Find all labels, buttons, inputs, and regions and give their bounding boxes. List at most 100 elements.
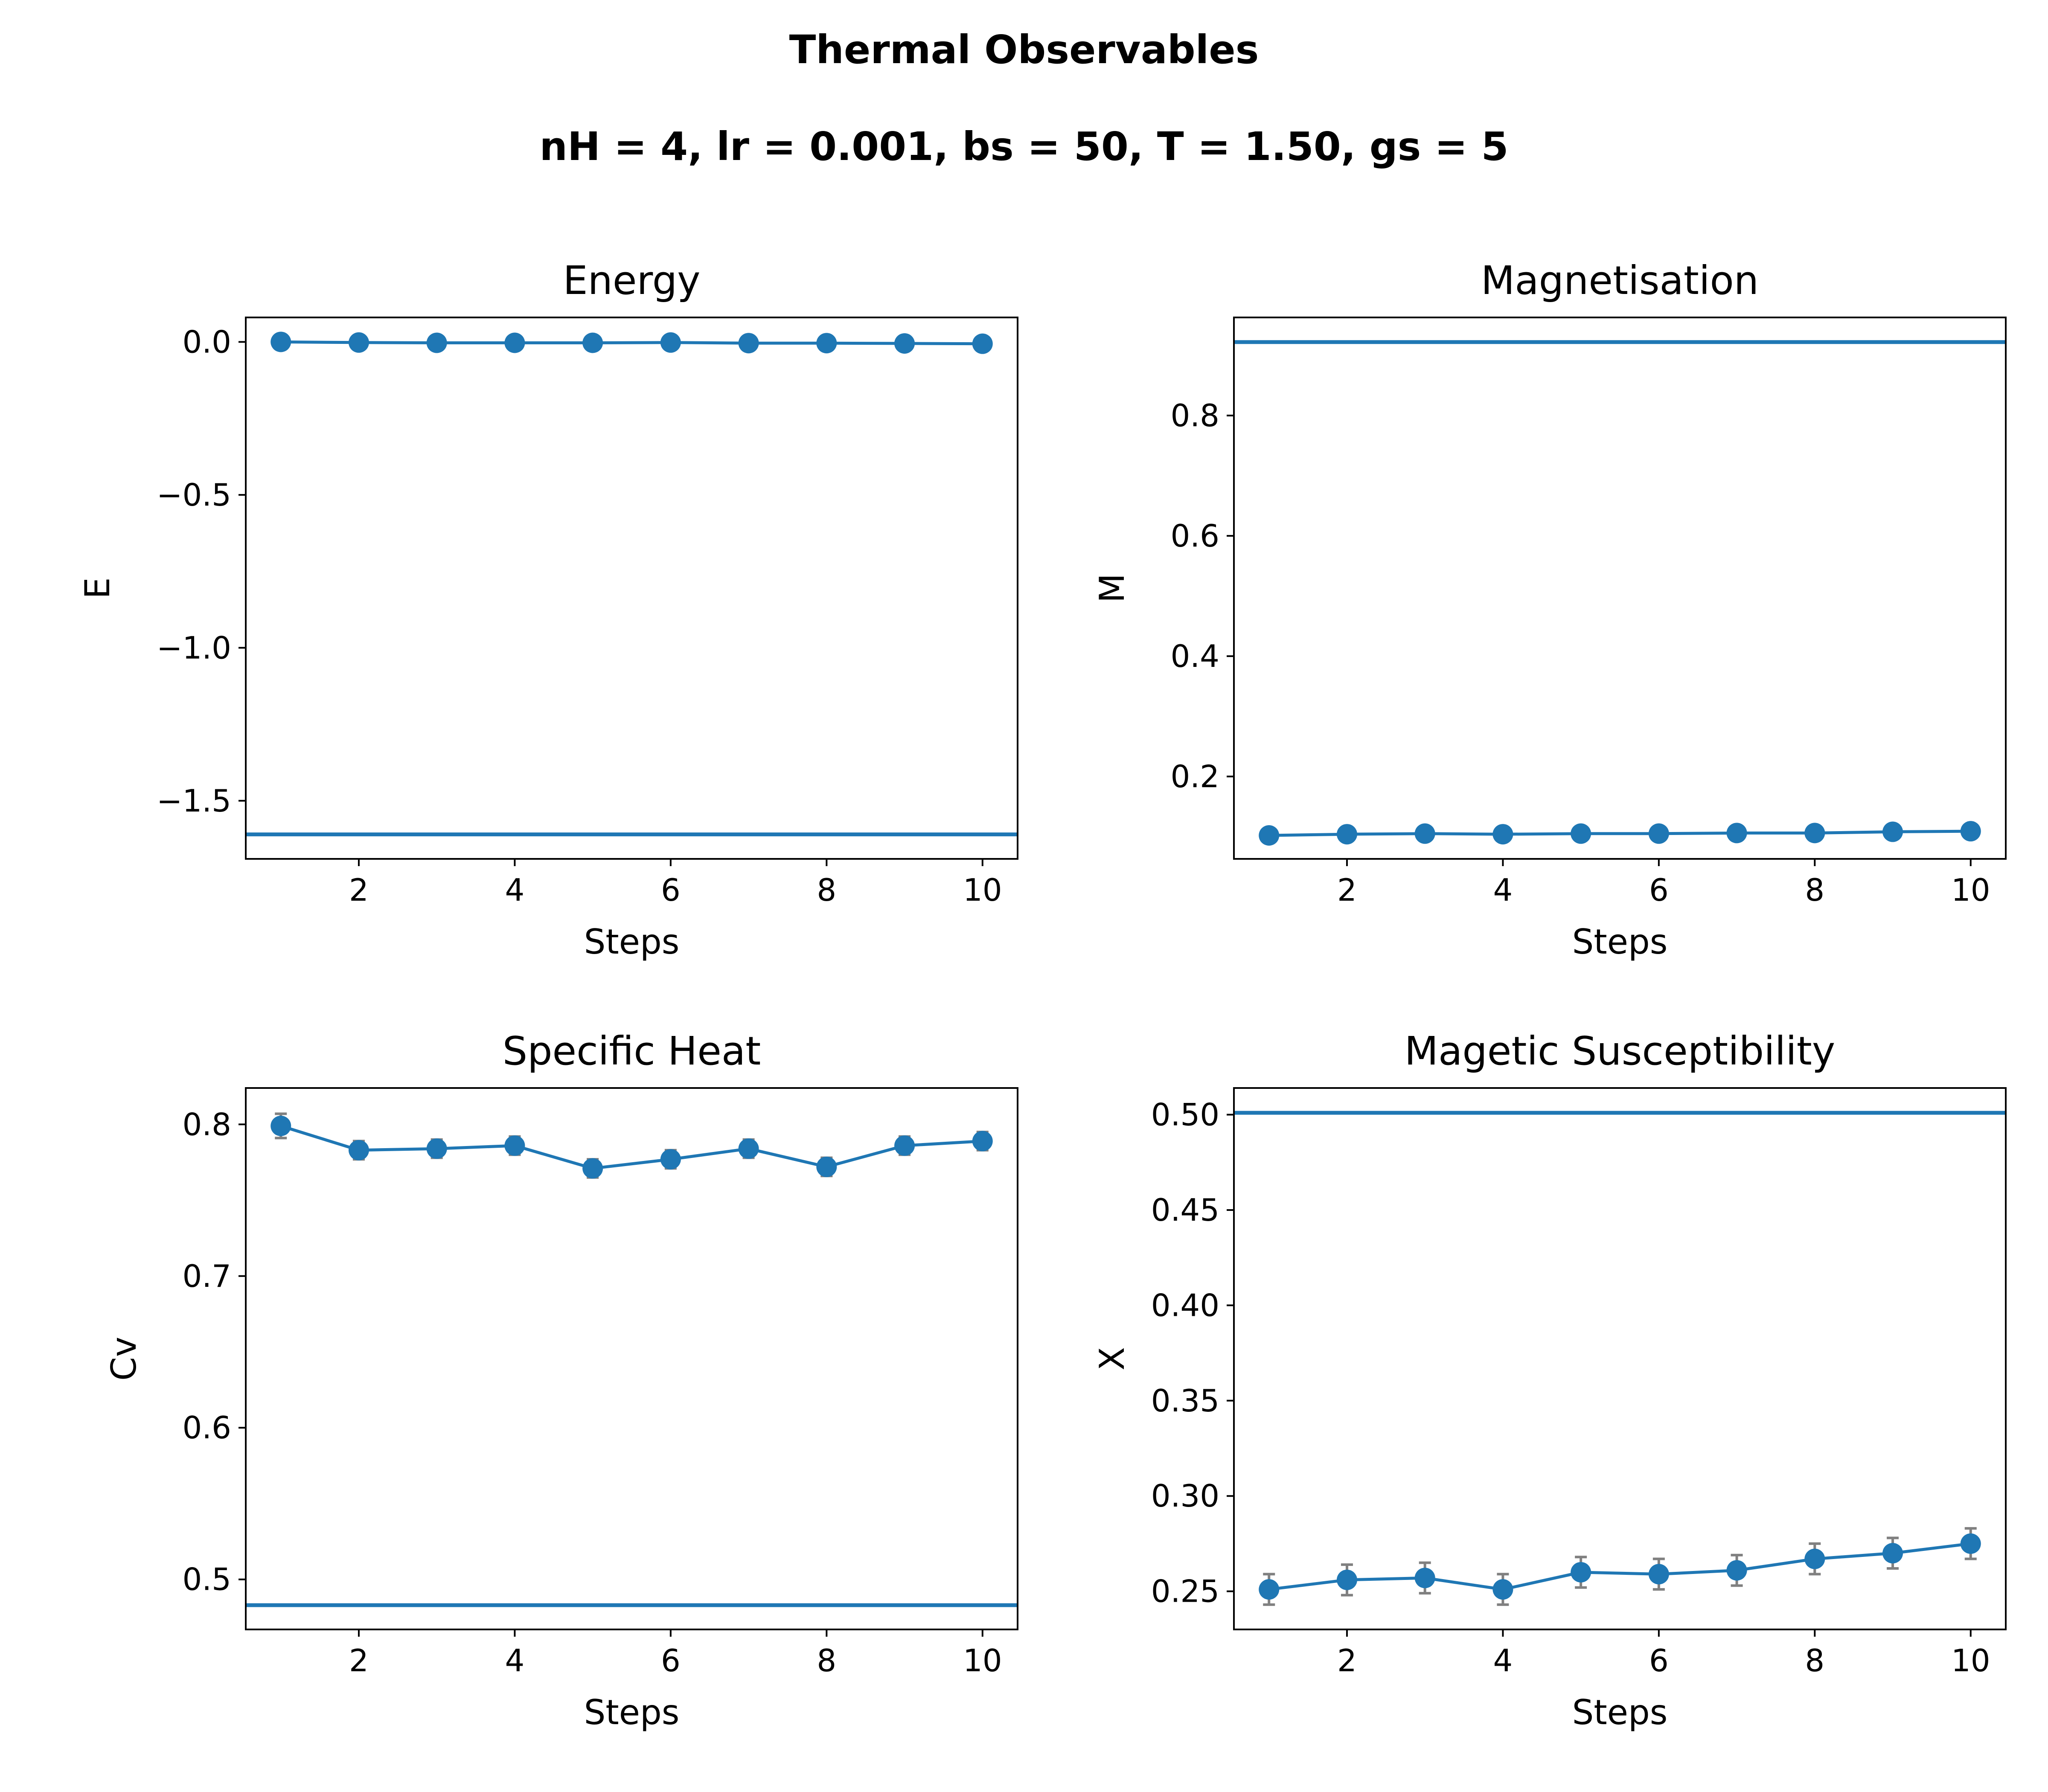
data-point — [271, 332, 291, 352]
x-tick-label: 4 — [1493, 1643, 1513, 1679]
magnetisation-panel: Magnetisation 2 4 6 8 10 0.2 0.4 0.6 0.8 Steps M — [1092, 258, 2007, 962]
data-point — [1804, 1548, 1825, 1569]
data-point — [1960, 1533, 1981, 1554]
y-tick-label: 0.25 — [1151, 1574, 1219, 1609]
x-tick-label: 2 — [1337, 872, 1357, 908]
x-tick-label: 8 — [1805, 872, 1824, 908]
y-axis-label: Cv — [104, 1337, 144, 1381]
data-point — [1960, 821, 1981, 842]
panel-title: Magnetisation — [1481, 258, 1759, 303]
data-point — [660, 332, 681, 353]
data-point — [1414, 823, 1435, 844]
axes-frame — [245, 1087, 1018, 1630]
x-tick-label: 2 — [349, 1643, 369, 1679]
data-point — [1336, 824, 1357, 845]
y-tick-label: 0.35 — [1151, 1383, 1219, 1419]
data-point — [426, 1138, 447, 1159]
y-tick-label: 0.30 — [1151, 1478, 1219, 1514]
y-axis-label: M — [1092, 573, 1132, 603]
y-tick-label: 0.6 — [182, 1410, 231, 1446]
data-point — [1804, 823, 1825, 844]
magnetic-susceptibility-panel: Magetic Susceptibility 2 4 6 8 10 0.25 0.30 0.35… — [1092, 1028, 2007, 1732]
series-line — [1269, 829, 1971, 837]
data-point — [1571, 1562, 1591, 1583]
panel-title: Magetic Susceptibility — [1405, 1028, 1836, 1074]
data-point — [1259, 825, 1280, 846]
x-tick-label: 8 — [1805, 1643, 1824, 1679]
data-point — [1492, 824, 1513, 845]
y-axis-label: X — [1092, 1347, 1132, 1370]
data-point — [1882, 821, 1903, 842]
series-line — [280, 1124, 983, 1170]
y-tick-label: 0.45 — [1151, 1192, 1219, 1228]
y-tick-label: 0.4 — [1170, 638, 1219, 674]
data-point — [271, 1115, 291, 1136]
x-tick-label: 2 — [349, 872, 369, 908]
axes-frame — [245, 317, 1018, 860]
y-tick-label: 0.50 — [1151, 1097, 1219, 1133]
series-line — [1268, 1542, 1971, 1591]
y-tick-label: −1.5 — [157, 783, 231, 819]
x-axis-label: Steps — [584, 1693, 680, 1732]
data-point — [1571, 823, 1591, 844]
data-point — [894, 1135, 915, 1156]
data-point — [816, 333, 837, 354]
data-point — [816, 1156, 837, 1177]
specific-heat-panel: Specific Heat 2 4 6 8 10 0.5 0.6 0.7 0.8 Steps Cv — [104, 1028, 1018, 1732]
data-point — [972, 333, 993, 354]
x-tick-label: 6 — [1649, 872, 1669, 908]
figure-subtitle: nH = 4, lr = 0.001, bs = 50, T = 1.50, g… — [539, 124, 1508, 169]
data-point — [738, 1138, 759, 1159]
energy-panel: Energy 2 4 6 8 10 0.0 −0.5 −1.0 −1.5 Steps E — [78, 258, 1018, 962]
data-point — [582, 332, 603, 353]
y-tick-label: 0.7 — [182, 1258, 231, 1294]
figure-title: Thermal Observables — [789, 27, 1259, 73]
y-tick-label: 0.6 — [1170, 518, 1219, 554]
data-point — [426, 332, 447, 353]
data-point — [738, 333, 759, 354]
data-point — [1492, 1579, 1513, 1600]
x-tick-label: 8 — [817, 1643, 836, 1679]
y-tick-label: 0.8 — [182, 1106, 231, 1142]
data-point — [1648, 1564, 1669, 1585]
data-point — [1259, 1579, 1280, 1600]
y-tick-label: −0.5 — [157, 477, 231, 513]
x-tick-label: 10 — [1951, 1643, 1990, 1679]
axes-frame — [1233, 1087, 2007, 1630]
x-tick-label: 2 — [1337, 1643, 1357, 1679]
x-axis-label: Steps — [1572, 922, 1668, 962]
x-tick-label: 6 — [661, 872, 681, 908]
x-tick-label: 6 — [1649, 1643, 1669, 1679]
x-axis-label: Steps — [584, 922, 680, 962]
data-point — [894, 333, 915, 354]
y-axis-label: E — [78, 577, 117, 599]
data-point — [348, 332, 369, 353]
axes-frame — [1233, 317, 2007, 860]
panel-title: Specific Heat — [503, 1028, 761, 1074]
data-point — [1882, 1543, 1903, 1564]
x-tick-label: 4 — [505, 1643, 525, 1679]
y-tick-label: 0.2 — [1170, 759, 1219, 794]
data-point — [660, 1149, 681, 1170]
panel-title: Energy — [563, 258, 700, 303]
y-tick-label: 0.0 — [182, 324, 231, 360]
y-tick-label: −1.0 — [157, 630, 231, 666]
data-point — [348, 1140, 369, 1161]
x-tick-label: 4 — [505, 872, 525, 908]
data-point — [1726, 1560, 1747, 1581]
data-point — [1336, 1569, 1357, 1590]
data-point — [1648, 823, 1669, 844]
x-tick-label: 10 — [1951, 872, 1990, 908]
y-tick-label: 0.5 — [182, 1562, 231, 1597]
y-tick-label: 0.40 — [1151, 1287, 1219, 1323]
x-tick-label: 8 — [817, 872, 836, 908]
series-line — [281, 340, 983, 346]
data-point — [1414, 1568, 1435, 1588]
x-axis-label: Steps — [1572, 1693, 1668, 1732]
x-tick-label: 10 — [963, 1643, 1002, 1679]
data-point — [1726, 823, 1747, 844]
data-point — [582, 1158, 603, 1179]
x-tick-label: 10 — [963, 872, 1002, 908]
